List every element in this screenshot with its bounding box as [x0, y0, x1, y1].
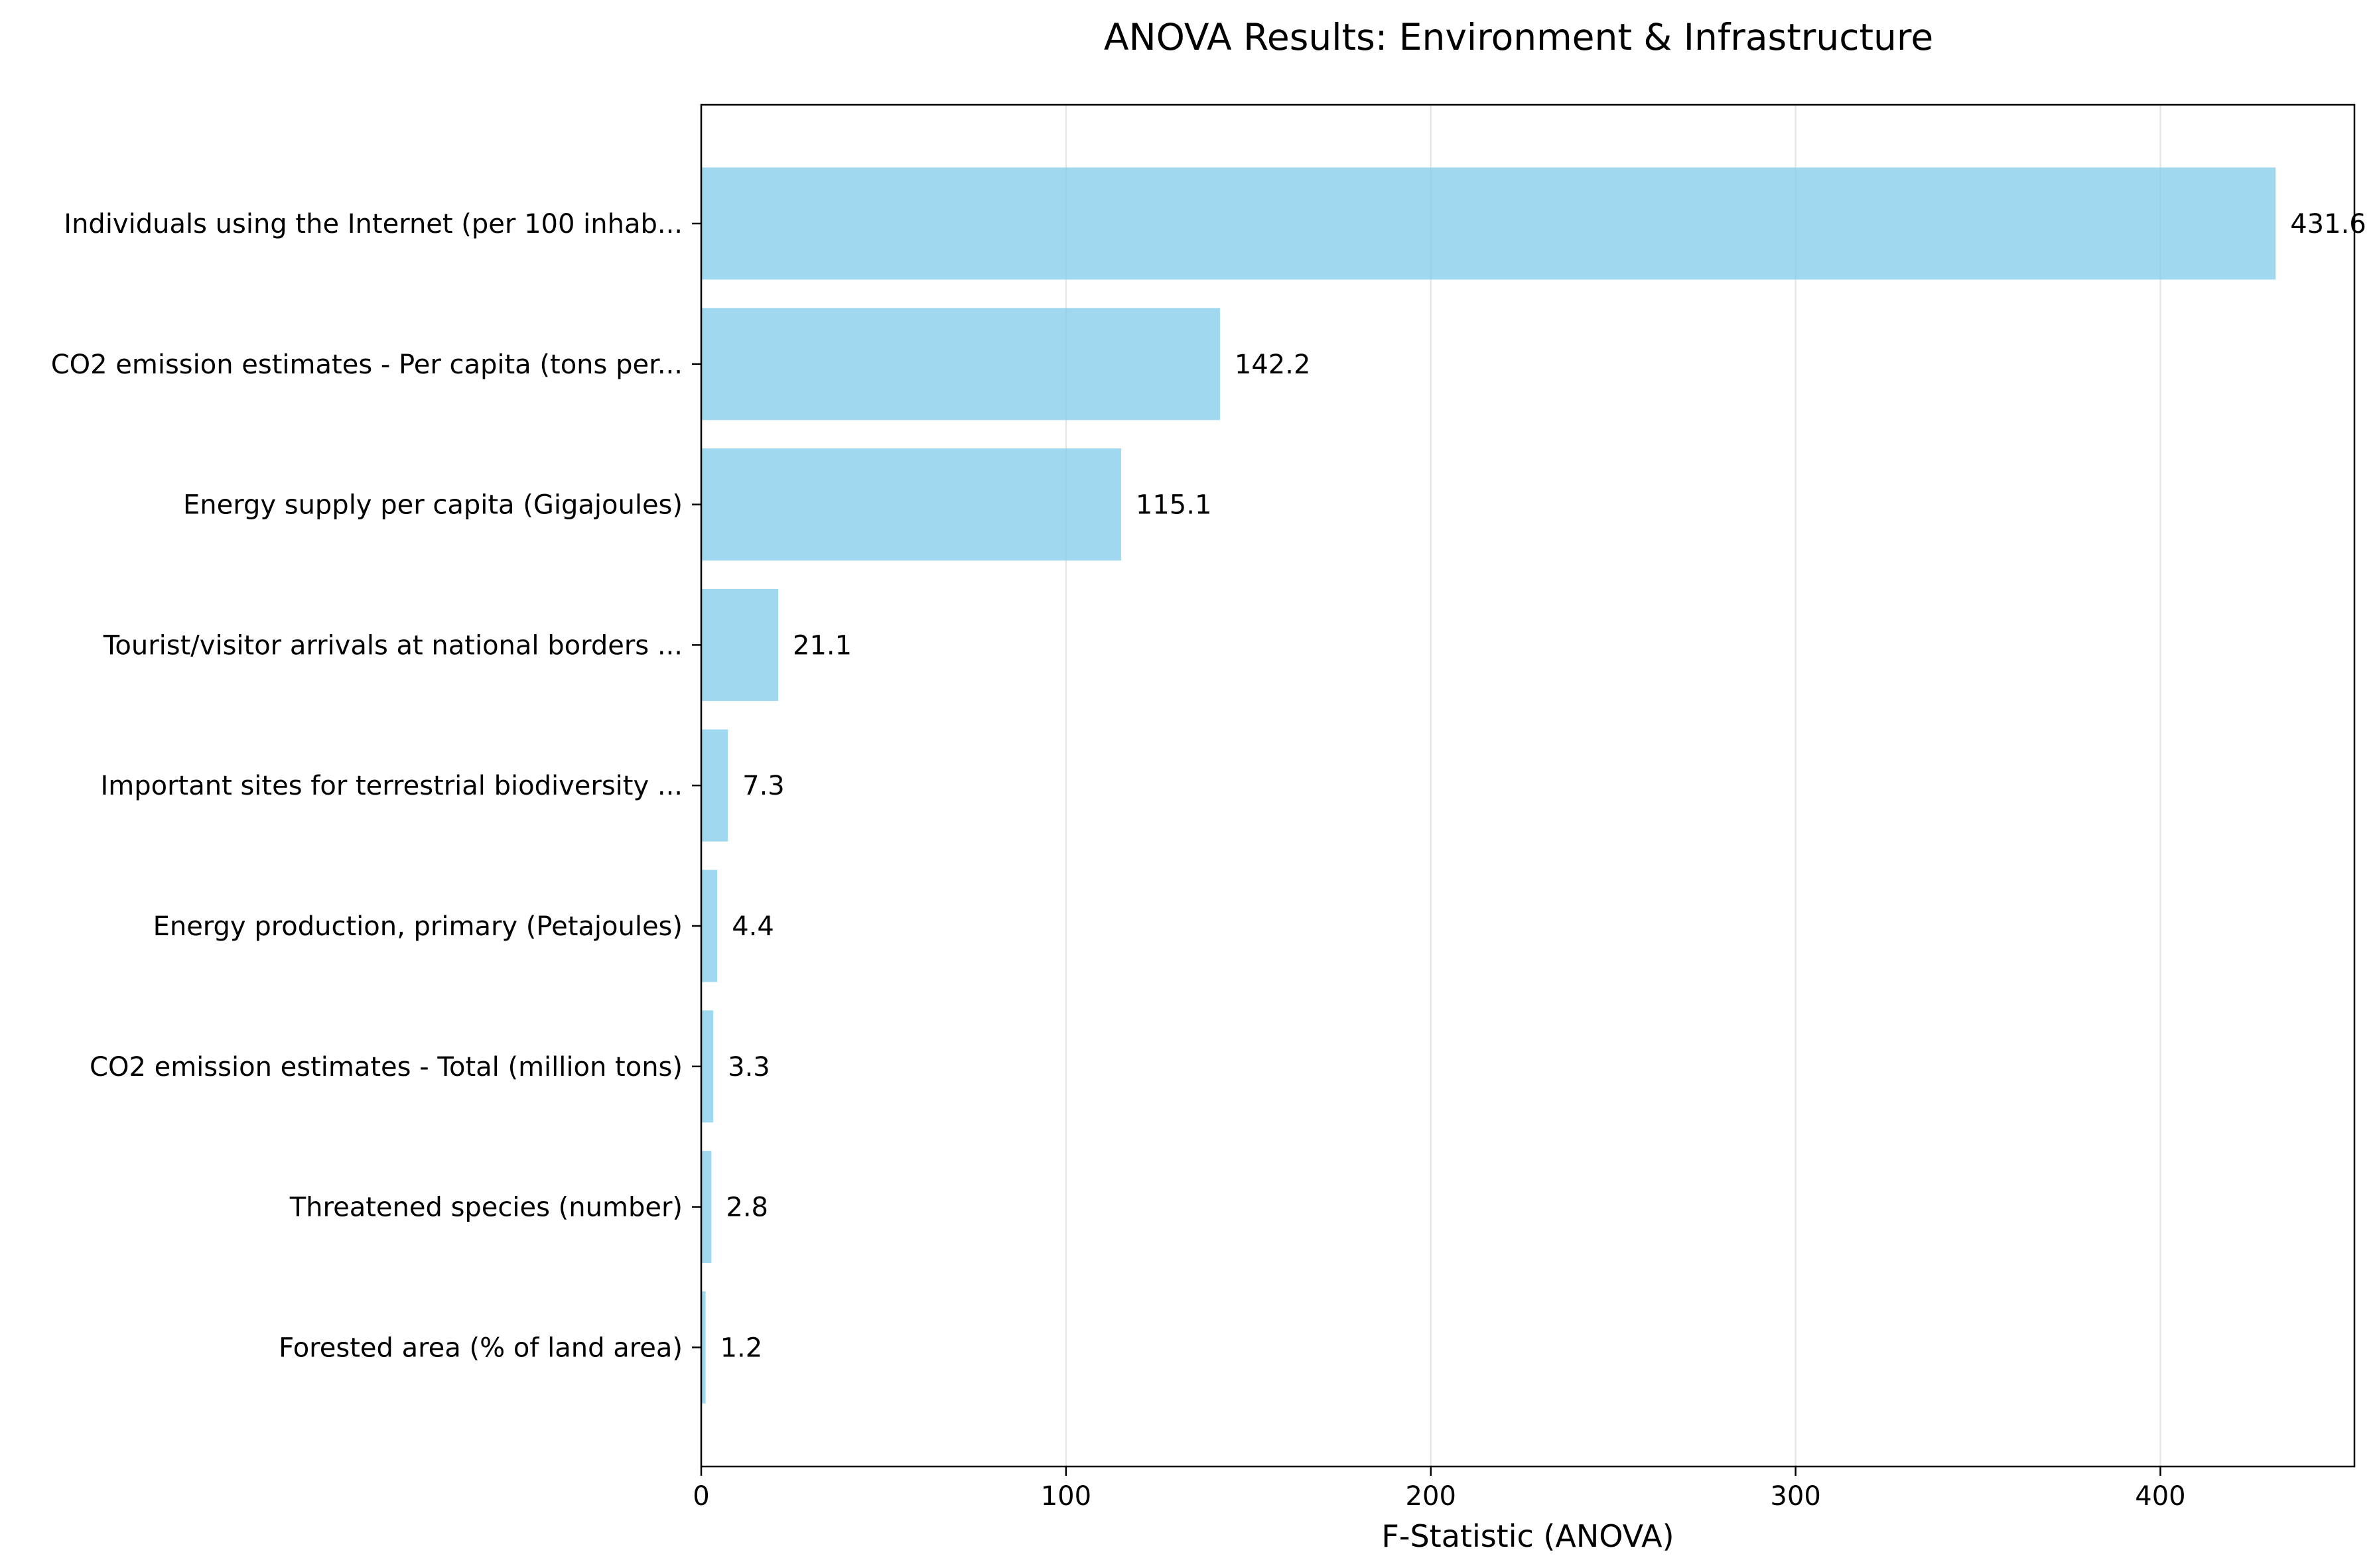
bar [701, 1151, 712, 1264]
x-tick-label: 400 [2135, 1481, 2185, 1512]
y-tick-label: CO2 emission estimates - Per capita (ton… [51, 350, 683, 380]
bar-value-label: 115.1 [1136, 490, 1212, 521]
x-tick-label: 300 [1770, 1481, 1820, 1512]
bar [701, 1010, 714, 1123]
bar [701, 167, 2276, 280]
bar [701, 1291, 706, 1404]
y-tick-label: Tourist/visitor arrivals at national bor… [103, 630, 683, 661]
bar [701, 870, 718, 982]
y-tick-label: Forested area (% of land area) [279, 1333, 683, 1363]
bar-value-label: 1.2 [720, 1333, 763, 1363]
x-tick-label: 100 [1041, 1481, 1091, 1512]
y-tick-label: Important sites for terrestrial biodiver… [100, 771, 683, 801]
x-axis-label: F-Statistic (ANOVA) [1381, 1518, 1674, 1554]
x-tick-label: 200 [1406, 1481, 1456, 1512]
bar-value-label: 3.3 [728, 1052, 770, 1082]
value-labels: 431.6 142.2 115.1 21.1 7.3 4.4 3.3 2.8 1.2 [720, 209, 2366, 1363]
bar-value-label: 2.8 [726, 1193, 768, 1223]
bar-value-label: 21.1 [793, 630, 852, 661]
y-tick-label: Individuals using the Internet (per 100 … [64, 209, 683, 239]
bar-value-label: 4.4 [732, 911, 774, 942]
bar [701, 588, 779, 701]
y-tick-label: Threatened species (number) [289, 1193, 683, 1223]
y-axis-ticks: Individuals using the Internet (per 100 … [51, 209, 701, 1363]
bar [701, 308, 1220, 421]
bar [701, 729, 728, 842]
plot-area-frame [700, 103, 2356, 1468]
y-tick-label: Energy production, primary (Petajoules) [153, 911, 683, 942]
bar-value-label: 431.6 [2290, 209, 2366, 239]
y-tick-label: CO2 emission estimates - Total (million … [90, 1052, 683, 1082]
bar-value-label: 7.3 [742, 771, 785, 801]
bars [701, 167, 2276, 1404]
chart-title: ANOVA Results: Environment & Infrastruct… [1104, 16, 1933, 58]
x-tick-label: 0 [693, 1481, 709, 1512]
x-axis-ticks: 0 100 200 300 400 [693, 1467, 2186, 1512]
bar [701, 448, 1121, 561]
bar-value-label: 142.2 [1235, 350, 1311, 380]
y-tick-label: Energy supply per capita (Gigajoules) [183, 490, 683, 521]
